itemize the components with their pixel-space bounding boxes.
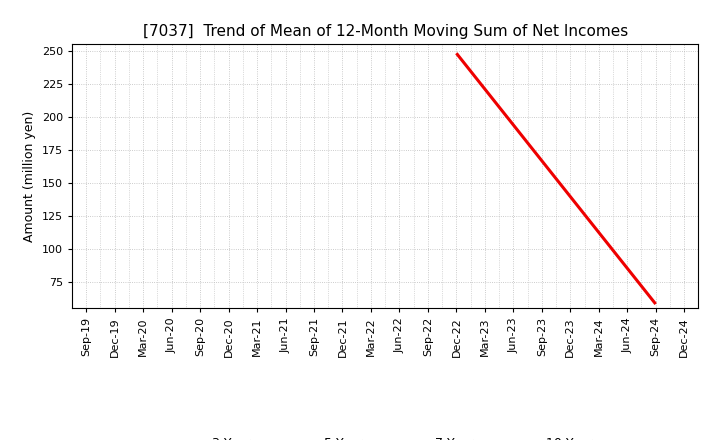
Y-axis label: Amount (million yen): Amount (million yen)	[23, 110, 36, 242]
Title: [7037]  Trend of Mean of 12-Month Moving Sum of Net Incomes: [7037] Trend of Mean of 12-Month Moving …	[143, 24, 628, 39]
Legend: 3 Years, 5 Years, 7 Years, 10 Years: 3 Years, 5 Years, 7 Years, 10 Years	[166, 432, 604, 440]
